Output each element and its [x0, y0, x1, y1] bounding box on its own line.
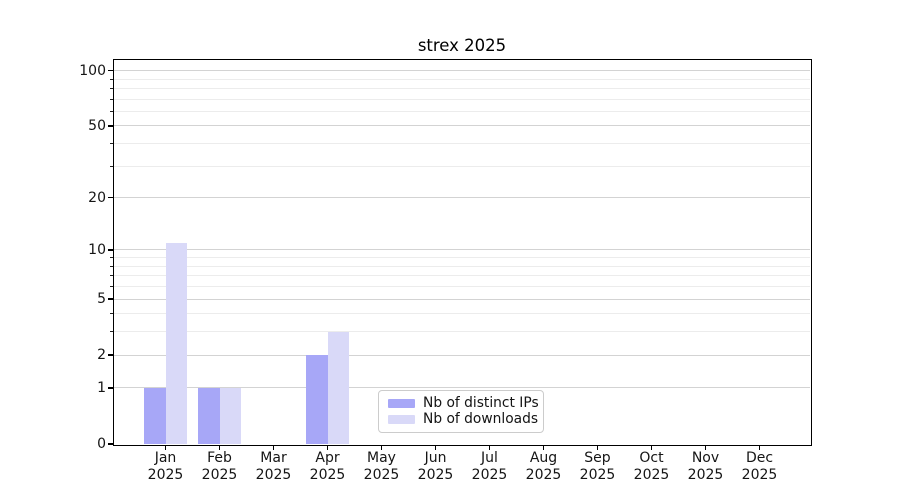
x-tick-label: Sep 2025	[579, 450, 616, 483]
x-tick	[758, 445, 761, 450]
chart-title: strex 2025	[417, 36, 507, 55]
bar-downloads	[219, 387, 241, 444]
y-minor-tick	[110, 275, 113, 277]
x-tick	[596, 445, 599, 450]
major-gridline	[114, 387, 810, 389]
plot-area: Nb of distinct IPs Nb of downloads	[108, 58, 812, 450]
legend-row: Nb of downloads	[388, 412, 538, 427]
y-tick-label: 10	[88, 241, 106, 258]
x-tick-label: Mar 2025	[255, 450, 292, 483]
major-gridline	[114, 70, 810, 72]
y-tick-label: 5	[97, 291, 106, 308]
legend-swatch-downloads	[388, 414, 415, 425]
y-minor-tick	[110, 265, 113, 267]
y-minor-tick	[110, 98, 113, 100]
y-minor-tick	[110, 143, 113, 145]
x-tick-label: Jun 2025	[417, 450, 454, 483]
y-major-tick	[108, 125, 113, 127]
bar-downloads	[165, 242, 187, 444]
bar-distinct-ips	[306, 355, 328, 444]
x-tick-label: May 2025	[363, 450, 400, 483]
major-gridline	[114, 354, 810, 356]
y-minor-tick	[110, 110, 113, 112]
legend: Nb of distinct IPs Nb of downloads	[378, 390, 544, 433]
major-gridline	[114, 298, 810, 300]
y-minor-tick	[110, 78, 113, 80]
x-tick	[542, 445, 545, 450]
minor-gridline	[114, 275, 810, 277]
bar-distinct-ips	[144, 387, 166, 444]
bar-distinct-ips	[198, 387, 220, 444]
x-tick-label: Jan 2025	[147, 450, 184, 483]
y-tick-label: 1	[97, 379, 106, 396]
legend-swatch-distinct-ips	[388, 398, 415, 409]
x-tick	[380, 445, 383, 450]
x-tick	[704, 445, 707, 450]
y-major-tick	[108, 249, 113, 251]
y-major-tick	[108, 387, 113, 389]
minor-gridline	[114, 78, 810, 80]
y-minor-tick	[110, 331, 113, 333]
x-tick	[218, 445, 221, 450]
x-tick	[434, 445, 437, 450]
y-major-tick	[108, 298, 113, 300]
x-tick	[326, 445, 329, 450]
x-tick-label: Oct 2025	[633, 450, 670, 483]
y-tick-label: 0	[97, 436, 106, 452]
minor-gridline	[114, 331, 810, 333]
y-minor-tick	[110, 286, 113, 288]
y-tick-label: 100	[79, 62, 106, 79]
legend-row: Nb of distinct IPs	[388, 396, 539, 411]
x-tick-label: Nov 2025	[687, 450, 724, 483]
minor-gridline	[114, 143, 810, 145]
y-tick-label: 2	[97, 347, 106, 364]
y-major-tick	[108, 354, 113, 356]
minor-gridline	[114, 110, 810, 112]
minor-gridline	[114, 98, 810, 100]
minor-gridline	[114, 313, 810, 315]
y-major-tick	[108, 197, 113, 199]
x-tick-label: Jul 2025	[471, 450, 508, 483]
major-gridline	[114, 249, 810, 251]
legend-label: Nb of distinct IPs	[423, 395, 539, 411]
legend-label: Nb of downloads	[423, 411, 539, 427]
x-tick	[488, 445, 491, 450]
x-tick	[164, 445, 167, 450]
y-major-tick	[108, 443, 113, 445]
y-minor-tick	[110, 313, 113, 315]
minor-gridline	[114, 257, 810, 259]
minor-gridline	[114, 87, 810, 89]
minor-gridline	[114, 265, 810, 267]
bar-downloads	[327, 331, 349, 444]
y-tick-label: 50	[88, 117, 106, 134]
x-tick-label: Aug 2025	[525, 450, 562, 483]
major-gridline	[114, 197, 810, 199]
y-minor-tick	[110, 87, 113, 89]
y-minor-tick	[110, 257, 113, 259]
y-major-tick	[108, 69, 113, 72]
x-tick	[650, 445, 653, 450]
x-tick-label: Apr 2025	[309, 450, 346, 483]
minor-gridline	[114, 286, 810, 288]
y-tick-label: 20	[88, 189, 106, 206]
x-tick	[272, 445, 275, 450]
minor-gridline	[114, 165, 810, 167]
x-tick-label: Feb 2025	[201, 450, 238, 483]
x-tick-label: Dec 2025	[741, 450, 778, 483]
y-minor-tick	[110, 165, 113, 167]
major-gridline	[114, 125, 810, 127]
